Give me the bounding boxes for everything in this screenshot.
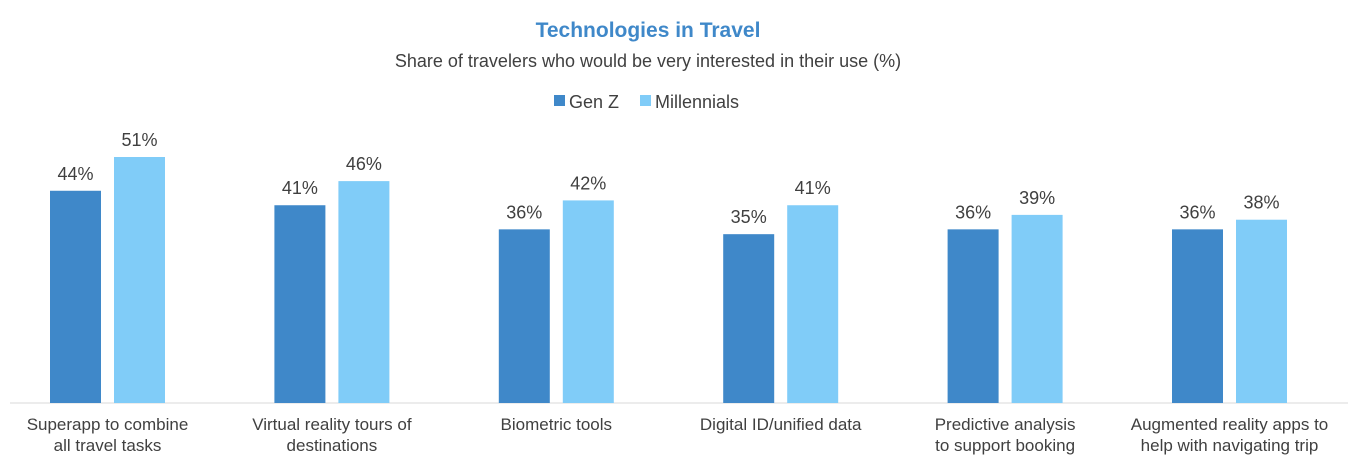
data-label-gen-z-4: 36% [955, 202, 991, 222]
category-label-5-line-1: help with navigating trip [1141, 436, 1319, 455]
data-label-millennials-5: 38% [1243, 193, 1279, 213]
bar-millennials-0 [114, 157, 165, 403]
data-label-gen-z-1: 41% [282, 178, 318, 198]
data-label-gen-z-0: 44% [57, 164, 93, 184]
category-label-2-line-0: Biometric tools [501, 415, 612, 434]
category-label-5-line-0: Augmented reality apps to [1131, 415, 1329, 434]
legend-label-millennials: Millennials [655, 92, 739, 112]
chart-title: Technologies in Travel [536, 19, 761, 42]
category-label-3-line-0: Digital ID/unified data [700, 415, 862, 434]
category-label-4-line-0: Predictive analysis [935, 415, 1076, 434]
legend-label-gen-z: Gen Z [569, 92, 619, 112]
category-label-0-line-0: Superapp to combine [27, 415, 189, 434]
bar-millennials-5 [1236, 219, 1287, 403]
bar-gen-z-0 [50, 190, 101, 403]
bar-gen-z-5 [1172, 229, 1223, 403]
data-label-millennials-0: 51% [121, 130, 157, 150]
bar-gen-z-2 [498, 229, 550, 403]
bar-millennials-2 [562, 200, 614, 403]
bar-gen-z-1 [274, 205, 326, 403]
bar-millennials-4 [1011, 214, 1063, 403]
bar-millennials-3 [787, 205, 839, 403]
legend-swatch-millennials [640, 95, 651, 106]
category-label-1-line-1: destinations [287, 436, 378, 455]
category-label-0-line-1: all travel tasks [54, 436, 162, 455]
chart-subtitle: Share of travelers who would be very int… [395, 51, 901, 71]
data-label-gen-z-3: 35% [731, 207, 767, 227]
data-label-millennials-2: 42% [570, 173, 606, 193]
bar-millennials-1 [338, 181, 390, 403]
data-label-gen-z-5: 36% [1179, 202, 1215, 222]
category-label-4-line-1: to support booking [935, 436, 1075, 455]
category-labels-group: Superapp to combine all travel tasks Virtu… [27, 415, 1329, 455]
bars-group [50, 157, 1287, 403]
data-label-gen-z-2: 36% [506, 202, 542, 222]
bar-gen-z-4 [947, 229, 999, 403]
legend: Gen Z Millennials [554, 92, 739, 112]
bar-gen-z-3 [723, 234, 775, 403]
data-label-millennials-4: 39% [1019, 188, 1055, 208]
data-label-millennials-3: 41% [795, 178, 831, 198]
category-label-1-line-0: Virtual reality tours of [252, 415, 412, 434]
data-labels-group: 44% 51% 41% 46% 36% 42% 35% 41% 36% 39% 36% 38% [57, 130, 1279, 227]
data-label-millennials-1: 46% [346, 154, 382, 174]
legend-swatch-gen-z [554, 95, 565, 106]
